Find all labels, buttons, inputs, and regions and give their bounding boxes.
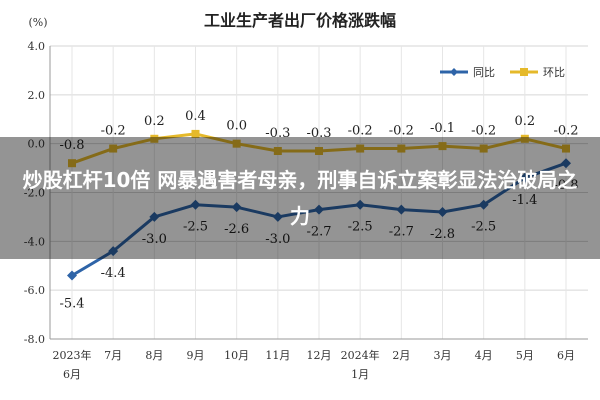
data-point bbox=[355, 199, 366, 210]
x-tick-label: 3月 bbox=[434, 349, 452, 362]
headline-text: 炒股杠杆10倍 网暴遇害者母亲，刑事自诉立案彰显法治破局之力 bbox=[22, 168, 578, 228]
data-label: -2.6 bbox=[224, 222, 249, 237]
data-label: 0.2 bbox=[144, 114, 165, 129]
data-point bbox=[149, 211, 160, 222]
data-point bbox=[519, 172, 530, 183]
x-tick-label: 6月 bbox=[557, 349, 575, 362]
y-tick-label: 0.0 bbox=[28, 138, 46, 151]
data-point bbox=[396, 204, 407, 215]
legend-swatch-marker bbox=[450, 68, 458, 76]
data-point bbox=[397, 144, 406, 153]
data-point bbox=[272, 211, 283, 222]
x-tick-label: 9月 bbox=[187, 349, 205, 362]
data-label: -2.5 bbox=[183, 220, 208, 235]
chart-title: 工业生产者出厂价格涨跌幅 bbox=[204, 11, 396, 30]
x-tick-label: 4月 bbox=[475, 349, 493, 362]
y-tick-label: -6.0 bbox=[24, 284, 45, 297]
data-label: -3.0 bbox=[142, 232, 167, 247]
data-point bbox=[67, 270, 77, 281]
data-label: -2.7 bbox=[389, 225, 414, 240]
data-label: 0.0 bbox=[226, 119, 247, 134]
data-label: -5.4 bbox=[59, 297, 84, 312]
data-point bbox=[150, 134, 159, 143]
data-point bbox=[108, 246, 119, 257]
data-point bbox=[315, 146, 323, 155]
data-label: 0.2 bbox=[514, 114, 535, 129]
y-axis-unit: (%) bbox=[28, 16, 47, 29]
legend-label: 同比 bbox=[473, 66, 495, 79]
data-label: -2.8 bbox=[430, 227, 455, 242]
data-point bbox=[232, 139, 241, 148]
y-tick-label: 2.0 bbox=[28, 89, 46, 102]
data-label: -0.2 bbox=[471, 124, 496, 139]
data-point bbox=[191, 129, 200, 138]
x-tick-label: 10月 bbox=[224, 349, 249, 362]
data-point bbox=[561, 158, 571, 169]
data-point bbox=[356, 144, 365, 153]
data-label: -0.8 bbox=[59, 138, 84, 153]
data-label: -0.2 bbox=[553, 124, 578, 139]
data-label: -2.5 bbox=[471, 220, 496, 235]
data-label: -0.3 bbox=[306, 126, 331, 141]
data-point bbox=[231, 202, 242, 213]
data-point bbox=[562, 144, 570, 153]
data-point bbox=[273, 146, 282, 155]
data-point bbox=[478, 199, 489, 210]
x-tick-label: 8月 bbox=[145, 349, 163, 362]
data-label: -1.4 bbox=[512, 193, 537, 208]
data-label: -4.4 bbox=[101, 266, 126, 281]
x-tick-label: 5月 bbox=[516, 349, 534, 362]
x-tick-label: 11月 bbox=[265, 349, 290, 362]
x-tick-label: 2023年 bbox=[53, 348, 92, 362]
data-label: -0.2 bbox=[389, 124, 414, 139]
data-label: -0.2 bbox=[101, 124, 126, 139]
x-tick-label: 6月 bbox=[63, 368, 81, 381]
legend-swatch-marker bbox=[520, 68, 528, 76]
data-point bbox=[314, 204, 324, 215]
data-label: -2.7 bbox=[306, 225, 331, 240]
data-label: -2.5 bbox=[348, 220, 373, 235]
data-point bbox=[438, 142, 447, 151]
data-label: -0.1 bbox=[430, 121, 455, 136]
legend-label: 环比 bbox=[543, 66, 565, 79]
data-point bbox=[190, 199, 201, 210]
x-tick-label: 7月 bbox=[104, 349, 122, 362]
headline-banner: 炒股杠杆10倍 网暴遇害者母亲，刑事自诉立案彰显法治破局之力 bbox=[0, 137, 600, 259]
data-point bbox=[479, 144, 488, 153]
data-point bbox=[520, 134, 529, 143]
data-label: -0.8 bbox=[553, 178, 578, 193]
y-tick-label: -8.0 bbox=[24, 333, 45, 346]
y-tick-label: 4.0 bbox=[28, 40, 46, 53]
x-tick-label: 1月 bbox=[351, 368, 369, 381]
data-label: 0.4 bbox=[185, 109, 206, 124]
x-tick-label: 12月 bbox=[307, 349, 332, 362]
y-tick-label: -4.0 bbox=[24, 235, 45, 248]
x-tick-label: 2月 bbox=[392, 349, 410, 362]
y-tick-label: -2.0 bbox=[24, 187, 45, 200]
x-tick-label: 2024年 bbox=[341, 348, 380, 362]
data-label: -0.3 bbox=[265, 126, 290, 141]
data-label: -3.0 bbox=[265, 232, 290, 247]
data-point bbox=[109, 144, 118, 153]
data-point bbox=[68, 159, 76, 168]
data-label: -0.2 bbox=[348, 124, 373, 139]
data-point bbox=[437, 207, 448, 218]
